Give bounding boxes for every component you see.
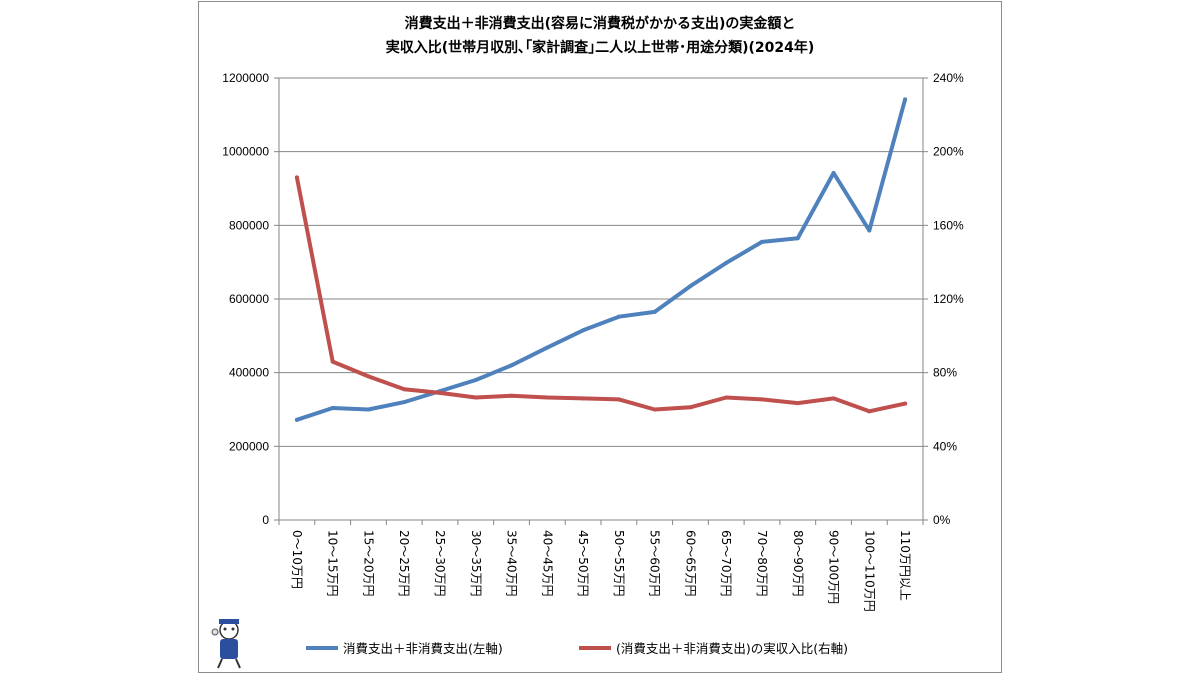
series-0-point: [652, 309, 657, 314]
x-tick-label: 110万円以上: [898, 530, 912, 601]
y-right-tick-label: 0%: [933, 513, 951, 527]
x-tick-label: 20～25万円: [397, 530, 411, 597]
series-1-point: [795, 401, 800, 406]
series-0-point: [366, 407, 371, 412]
series-1-point: [831, 396, 836, 401]
y-left-tick-label: 600000: [229, 292, 269, 306]
x-tick-label: 90～100万円: [827, 530, 841, 604]
series-0-point: [616, 314, 621, 319]
chart-title-line-2: 実収入比(世帯月収別､｢家計調査｣二人以上世帯･用途分類)(2024年): [386, 39, 815, 56]
legend-label-0: 消費支出＋非消費支出(左軸): [343, 641, 503, 656]
x-tick-label: 60～65万円: [683, 530, 697, 597]
series-1-point: [581, 396, 586, 401]
series-0-point: [402, 400, 407, 405]
x-tick-label: 15～20万円: [361, 530, 375, 597]
chart-frame: 消費支出＋非消費支出(容易に消費税がかかる支出)の実金額と 実収入比(世帯月収別…: [198, 1, 1002, 673]
series-0-point: [509, 363, 514, 368]
series-0-point: [581, 328, 586, 333]
x-tick-label: 35～40万円: [505, 530, 519, 597]
series-1-point: [867, 409, 872, 414]
series-1-point: [366, 374, 371, 379]
series-0-point: [545, 345, 550, 350]
x-tick-label: 80～90万円: [791, 530, 805, 597]
gridlines: [279, 77, 923, 447]
x-tick-label: 45～50万円: [576, 530, 590, 597]
series-1-point: [473, 395, 478, 400]
series-1-point: [330, 359, 335, 364]
x-tick-label: 10～15万円: [326, 530, 340, 597]
legend-label-1: (消費支出＋非消費支出)の実収入比(右軸): [616, 641, 848, 656]
x-tick-label: 50～55万円: [612, 530, 626, 597]
series-0-point: [795, 236, 800, 241]
series-lines: [294, 97, 908, 422]
series-0-point: [473, 378, 478, 383]
x-tick-label: 30～35万円: [469, 530, 483, 597]
series-line-1: [294, 175, 908, 414]
y-right-tick-label: 80%: [933, 366, 957, 380]
series-1-point: [438, 390, 442, 395]
series-0-point: [903, 97, 908, 102]
y-right-tick-label: 240%: [933, 71, 964, 85]
y-left-tick-label: 1200000: [222, 71, 269, 85]
chart: 消費支出＋非消費支出(容易に消費税がかかる支出)の実金額と 実収入比(世帯月収別…: [211, 15, 964, 669]
series-0-point: [760, 239, 764, 244]
chart-title-line-1: 消費支出＋非消費支出(容易に消費税がかかる支出)の実金額と: [405, 15, 796, 32]
series-0-point: [724, 260, 729, 265]
series-0-point: [831, 171, 836, 176]
x-tick-label: 100～110万円: [862, 530, 876, 612]
x-tick-label: 55～60万円: [648, 530, 662, 597]
y-right-tick-label: 200%: [933, 145, 964, 159]
series-1-point: [545, 395, 550, 400]
series-line-0: [294, 97, 908, 422]
x-tick-label: 0～10万円: [290, 530, 304, 589]
x-tick-label: 65～70万円: [719, 530, 733, 597]
series-1-point: [724, 395, 729, 400]
series-1-point: [402, 387, 407, 392]
y-right-tick-label: 120%: [933, 292, 964, 306]
series-1-point: [760, 397, 764, 402]
series-1-point: [616, 397, 621, 402]
x-tick-label: 70～80万円: [755, 530, 769, 597]
series-1-point: [688, 405, 693, 410]
series-1-point: [294, 175, 299, 180]
y-left-tick-label: 0: [262, 513, 269, 527]
series-1-point: [652, 407, 657, 412]
x-tick-label: 40～45万円: [540, 530, 554, 597]
mascot-icon: [211, 619, 241, 669]
y-left-tick-label: 1000000: [222, 145, 269, 159]
legend: 消費支出＋非消費支出(左軸) (消費支出＋非消費支出)の実収入比(右軸): [306, 641, 848, 656]
axes: 0 0% 200000 40% 400000 80% 600000 120% 800000 160…: [222, 71, 964, 612]
y-right-tick-label: 160%: [933, 218, 964, 232]
series-1-point: [903, 401, 908, 406]
series-0-point: [330, 406, 335, 411]
y-left-tick-label: 800000: [229, 218, 269, 232]
y-left-tick-label: 200000: [229, 439, 269, 453]
series-0-point: [294, 417, 299, 422]
y-right-tick-label: 40%: [933, 439, 957, 453]
series-0-point: [867, 228, 872, 233]
y-left-tick-label: 400000: [229, 366, 269, 380]
series-0-point: [688, 284, 693, 289]
series-1-point: [509, 393, 514, 398]
x-tick-label: 25～30万円: [433, 530, 447, 597]
